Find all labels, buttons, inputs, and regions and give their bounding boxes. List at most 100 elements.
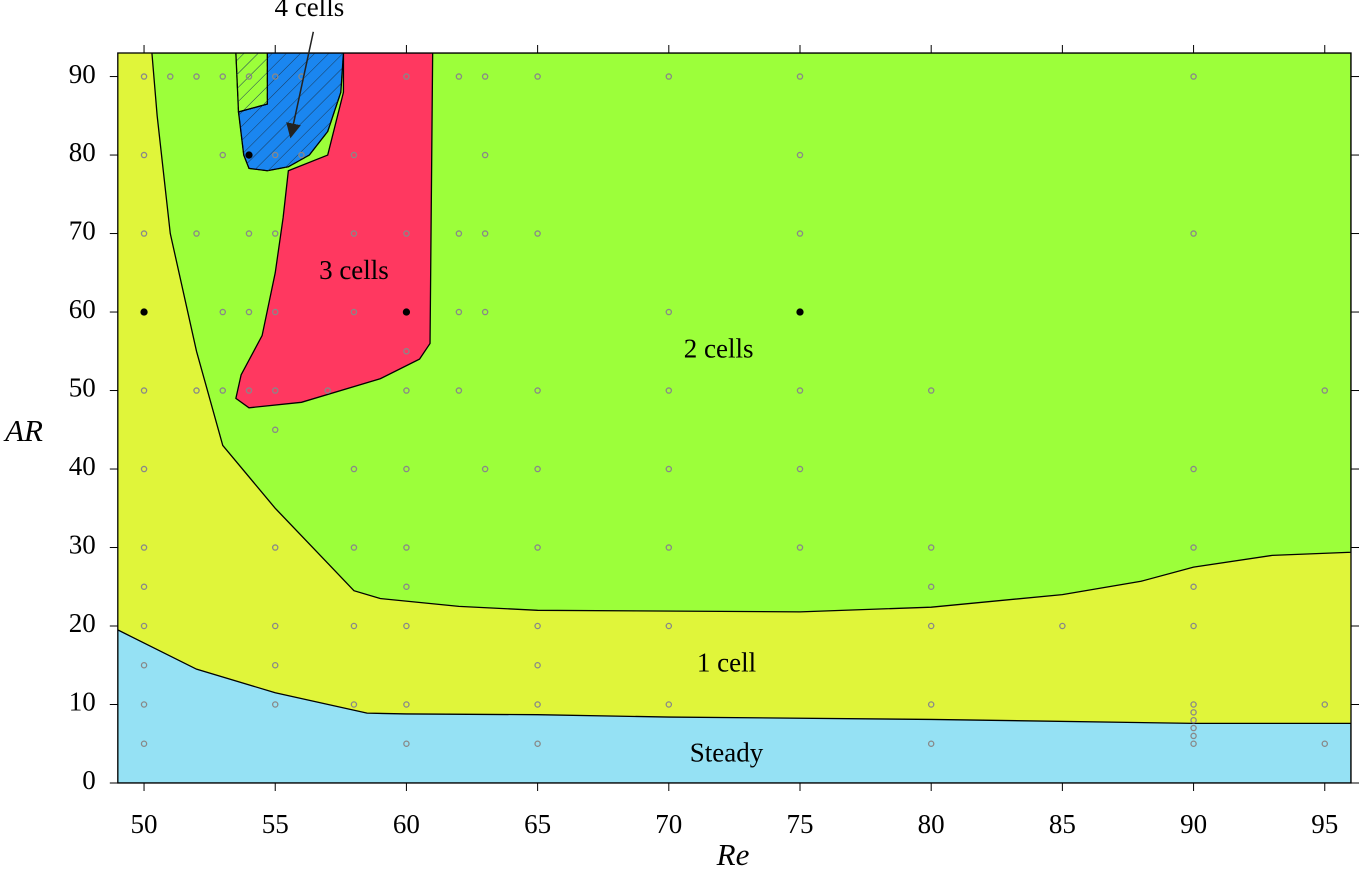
- data-point: [403, 73, 410, 80]
- data-point: [1190, 465, 1197, 473]
- data-point: [403, 701, 410, 708]
- data-point: [403, 583, 410, 591]
- data-point: [219, 387, 227, 394]
- y-tick-label: 0: [82, 765, 96, 795]
- data-point: [245, 73, 253, 80]
- y-tick-label: 80: [69, 137, 96, 167]
- data-point: [455, 230, 463, 237]
- data-point: [1190, 622, 1197, 630]
- data-point: [665, 544, 673, 551]
- data-point: [1190, 724, 1197, 732]
- data-point: [665, 465, 673, 473]
- data-point: [402, 308, 411, 316]
- data-point: [1190, 716, 1197, 724]
- data-point: [927, 622, 935, 630]
- data-point: [534, 622, 541, 630]
- x-tick-label: 75: [786, 809, 813, 839]
- data-point: [140, 622, 148, 630]
- data-point: [665, 701, 673, 708]
- data-point: [350, 465, 358, 473]
- y-axis-label: AR: [3, 413, 43, 448]
- data-point: [1190, 732, 1197, 740]
- data-point: [534, 387, 541, 394]
- data-point: [534, 230, 541, 237]
- data-point: [403, 740, 410, 748]
- data-point: [1190, 544, 1197, 551]
- data-point: [140, 230, 148, 237]
- annotation: 4 cells: [274, 0, 344, 22]
- plot-frame: [117, 52, 1352, 784]
- data-point: [140, 73, 148, 80]
- data-point: [140, 583, 148, 591]
- annotation: 2 cells: [684, 333, 754, 363]
- data-point: [796, 230, 804, 237]
- data-point: [481, 151, 489, 159]
- x-tick-label: 60: [393, 809, 420, 839]
- data-point: [534, 465, 541, 473]
- y-tick-label: 10: [69, 687, 96, 717]
- data-point: [245, 387, 253, 394]
- data-point: [403, 387, 410, 394]
- data-point: [927, 740, 935, 748]
- data-point: [534, 662, 541, 669]
- data-point: [796, 387, 804, 394]
- data-point: [1321, 740, 1329, 748]
- data-point: [403, 622, 410, 630]
- data-point: [455, 387, 463, 394]
- y-tick-label: 40: [69, 451, 96, 481]
- data-point: [350, 308, 358, 316]
- x-tick-label: 55: [262, 809, 289, 839]
- x-tick-label: 65: [524, 809, 551, 839]
- data-point: [665, 73, 673, 80]
- x-tick-label: 70: [655, 809, 682, 839]
- data-point: [1190, 740, 1197, 748]
- data-point: [1190, 709, 1197, 716]
- regions: [117, 53, 1351, 783]
- x-tick-label: 90: [1180, 809, 1207, 839]
- data-point: [245, 230, 253, 237]
- data-point: [1190, 230, 1197, 237]
- data-point: [455, 73, 463, 80]
- data-point: [350, 230, 358, 237]
- data-point: [481, 73, 489, 80]
- data-point: [219, 73, 227, 80]
- data-point: [796, 151, 804, 159]
- x-tick-label: 80: [918, 809, 945, 839]
- data-point: [1190, 583, 1197, 591]
- data-point: [927, 544, 935, 551]
- plot-area: 2 cells 3 cells 1 cell Steady 4 cells 50 55 60 6…: [69, 0, 1359, 839]
- data-point: [481, 230, 489, 237]
- annotation-arrow: [286, 31, 315, 139]
- data-point: [324, 387, 331, 394]
- data-point: [455, 308, 463, 316]
- data-point: [534, 544, 541, 551]
- data-point: [271, 230, 279, 237]
- data-point: [193, 73, 200, 80]
- y-tick-label: 70: [69, 216, 96, 246]
- data-point: [481, 308, 489, 316]
- data-point: [271, 622, 279, 630]
- data-point: [271, 387, 279, 394]
- data-point: [1190, 701, 1197, 708]
- data-point: [140, 151, 148, 159]
- data-point: [403, 348, 410, 355]
- data-point: [1321, 701, 1329, 708]
- data-point: [534, 701, 541, 708]
- data-point: [271, 308, 279, 316]
- data-point: [193, 387, 200, 394]
- data-point: [796, 544, 804, 551]
- data-point: [927, 387, 935, 394]
- data-point: [140, 308, 148, 316]
- data-point: [927, 583, 935, 591]
- annotation: 1 cell: [697, 647, 756, 677]
- data-point: [193, 230, 200, 237]
- data-point: [796, 465, 804, 473]
- x-axis-label: Re: [716, 837, 750, 872]
- data-point: [140, 701, 148, 708]
- data-point: [140, 544, 148, 551]
- data-point: [271, 426, 279, 434]
- y-tick-label: 60: [69, 294, 96, 324]
- region-hatch: [235, 53, 268, 113]
- x-tick-label: 50: [131, 809, 158, 839]
